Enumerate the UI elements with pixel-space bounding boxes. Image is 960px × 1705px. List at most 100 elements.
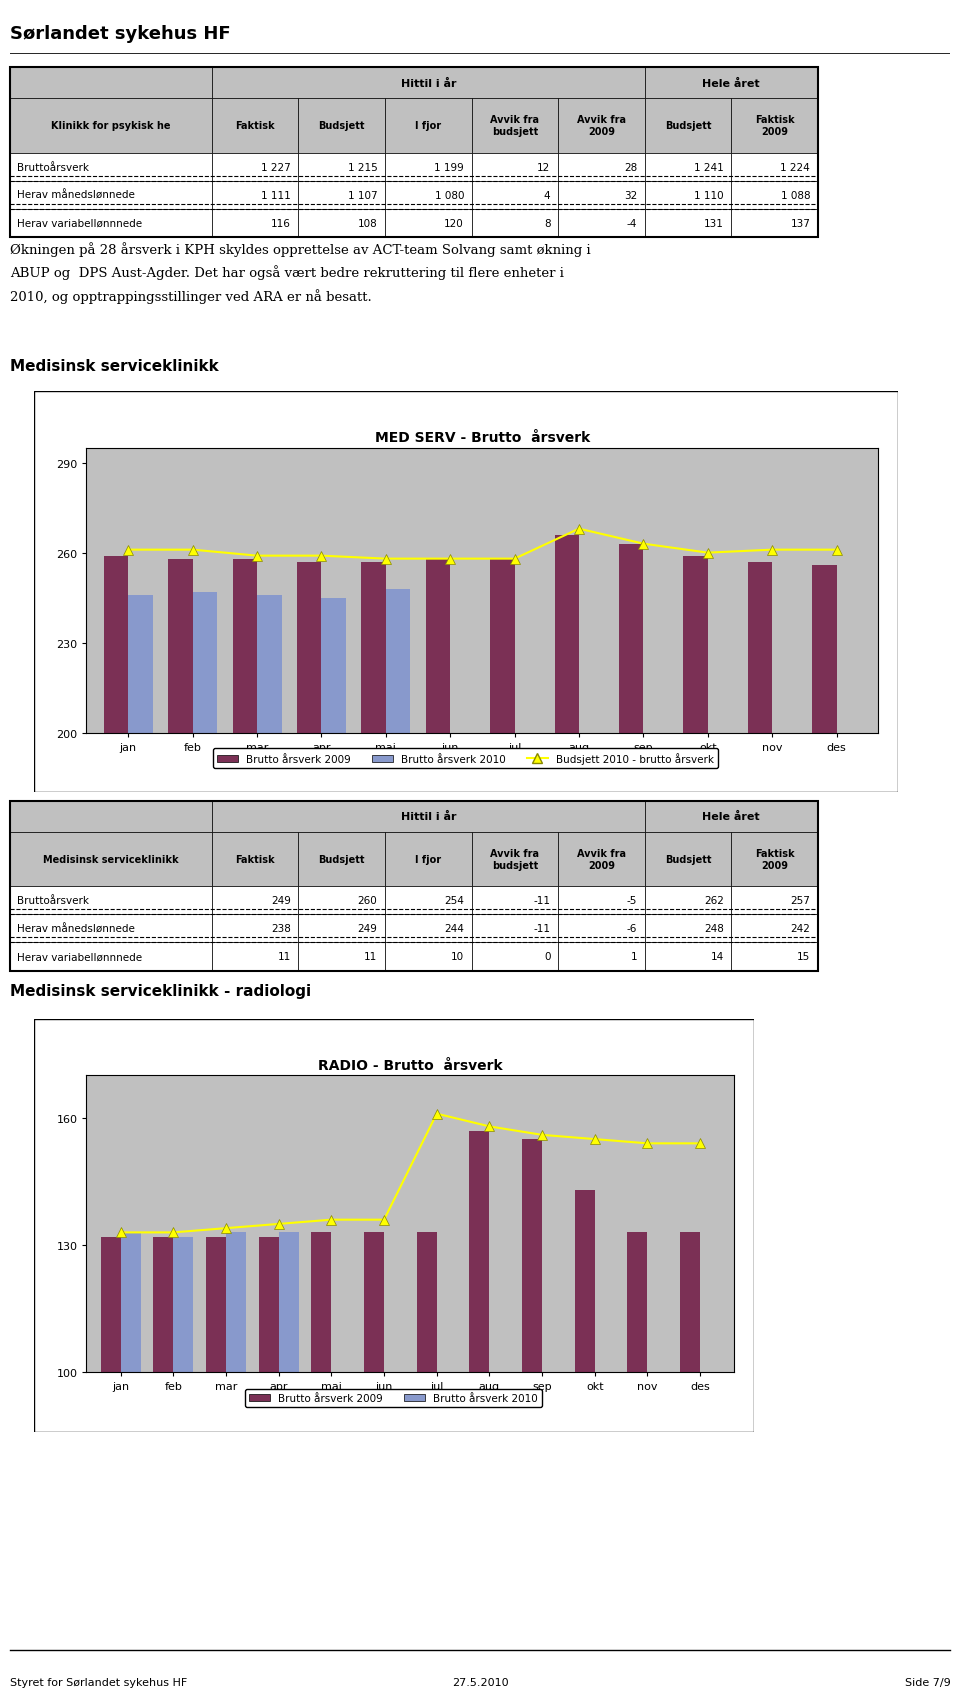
Text: Klinikk for psykisk he: Klinikk for psykisk he [51, 121, 171, 131]
Text: 1 227: 1 227 [261, 162, 291, 172]
Text: 249: 249 [357, 924, 377, 934]
Bar [121, 1233, 141, 1705]
Text: 120: 120 [444, 218, 464, 228]
Text: -6: -6 [627, 924, 637, 934]
FancyBboxPatch shape [471, 914, 558, 943]
FancyBboxPatch shape [212, 914, 299, 943]
Text: Bruttoårsverk: Bruttoårsverk [17, 895, 89, 905]
Bar [297, 563, 322, 1333]
Bar [311, 1233, 331, 1705]
Bar [628, 1233, 647, 1705]
Bar [812, 566, 836, 1333]
FancyBboxPatch shape [644, 153, 732, 181]
FancyBboxPatch shape [212, 153, 299, 181]
Bar [206, 1236, 226, 1705]
Text: 14: 14 [710, 951, 724, 962]
Text: Herav månedslønnede: Herav månedslønnede [17, 924, 135, 934]
Text: Faktisk
2009: Faktisk 2009 [755, 116, 794, 136]
FancyBboxPatch shape [558, 914, 644, 943]
Text: 1 224: 1 224 [780, 162, 810, 172]
Text: 137: 137 [790, 218, 810, 228]
FancyBboxPatch shape [732, 153, 818, 181]
FancyBboxPatch shape [644, 181, 732, 210]
FancyBboxPatch shape [10, 68, 212, 99]
Text: 1 107: 1 107 [348, 191, 377, 201]
Text: 108: 108 [358, 218, 377, 228]
Text: Hittil i år: Hittil i år [400, 78, 456, 89]
Text: 1 111: 1 111 [261, 191, 291, 201]
Text: I fjor: I fjor [415, 854, 442, 864]
FancyBboxPatch shape [212, 943, 299, 972]
Text: 11: 11 [364, 951, 377, 962]
FancyBboxPatch shape [732, 914, 818, 943]
FancyBboxPatch shape [558, 99, 644, 153]
Text: 1 241: 1 241 [694, 162, 724, 172]
FancyBboxPatch shape [385, 210, 471, 237]
Text: 28: 28 [624, 162, 637, 172]
FancyBboxPatch shape [299, 99, 385, 153]
Text: Herav månedslønnede: Herav månedslønnede [17, 191, 135, 201]
FancyBboxPatch shape [644, 943, 732, 972]
Text: 254: 254 [444, 895, 464, 905]
FancyBboxPatch shape [299, 153, 385, 181]
FancyBboxPatch shape [385, 914, 471, 943]
FancyBboxPatch shape [732, 210, 818, 237]
Text: 1 088: 1 088 [780, 191, 810, 201]
FancyBboxPatch shape [10, 887, 212, 914]
Bar [417, 1233, 437, 1705]
Bar [575, 1190, 595, 1705]
Bar [680, 1233, 700, 1705]
Text: 257: 257 [790, 895, 810, 905]
Text: Herav variabellønnnede: Herav variabellønnnede [17, 218, 142, 228]
FancyBboxPatch shape [10, 99, 212, 153]
Text: 8: 8 [544, 218, 550, 228]
Text: 1: 1 [631, 951, 637, 962]
FancyBboxPatch shape [644, 887, 732, 914]
FancyBboxPatch shape [299, 832, 385, 887]
Text: 27.5.2010: 27.5.2010 [452, 1678, 508, 1688]
Text: 11: 11 [277, 951, 291, 962]
FancyBboxPatch shape [385, 887, 471, 914]
FancyBboxPatch shape [732, 181, 818, 210]
Text: 248: 248 [704, 924, 724, 934]
Text: Budsjett: Budsjett [664, 854, 711, 864]
FancyBboxPatch shape [10, 801, 212, 832]
FancyBboxPatch shape [644, 801, 818, 832]
FancyBboxPatch shape [471, 887, 558, 914]
FancyBboxPatch shape [644, 210, 732, 237]
FancyBboxPatch shape [385, 181, 471, 210]
Bar [129, 595, 153, 1333]
Text: 242: 242 [790, 924, 810, 934]
Bar [555, 535, 579, 1333]
Text: 244: 244 [444, 924, 464, 934]
FancyBboxPatch shape [212, 887, 299, 914]
FancyBboxPatch shape [385, 832, 471, 887]
FancyBboxPatch shape [558, 832, 644, 887]
Text: 4: 4 [544, 191, 550, 201]
Text: Hittil i år: Hittil i år [400, 812, 456, 822]
Text: Avvik fra
budsjett: Avvik fra budsjett [491, 849, 540, 870]
FancyBboxPatch shape [644, 99, 732, 153]
Text: Herav variabellønnnede: Herav variabellønnnede [17, 951, 142, 962]
Text: I fjor: I fjor [415, 121, 442, 131]
Bar [174, 1236, 193, 1705]
Text: Medisinsk serviceklinikk - radiologi: Medisinsk serviceklinikk - radiologi [10, 984, 311, 997]
Bar [522, 1139, 542, 1705]
Title: RADIO - Brutto  årsverk: RADIO - Brutto årsverk [318, 1057, 503, 1072]
Text: Faktisk: Faktisk [235, 121, 275, 131]
FancyBboxPatch shape [471, 99, 558, 153]
FancyBboxPatch shape [732, 943, 818, 972]
Text: Avvik fra
2009: Avvik fra 2009 [577, 116, 626, 136]
Legend: Brutto årsverk 2009, Brutto årsverk 2010, Budsjett 2010 - brutto årsverk: Brutto årsverk 2009, Brutto årsverk 2010… [213, 748, 718, 769]
Text: -4: -4 [627, 218, 637, 228]
Text: 260: 260 [358, 895, 377, 905]
FancyBboxPatch shape [299, 887, 385, 914]
Bar [226, 1233, 246, 1705]
FancyBboxPatch shape [644, 832, 732, 887]
Title: MED SERV - Brutto  årsverk: MED SERV - Brutto årsverk [374, 430, 590, 445]
FancyBboxPatch shape [299, 914, 385, 943]
FancyBboxPatch shape [10, 153, 212, 181]
FancyBboxPatch shape [471, 943, 558, 972]
Bar [361, 563, 386, 1333]
Bar [491, 559, 515, 1333]
